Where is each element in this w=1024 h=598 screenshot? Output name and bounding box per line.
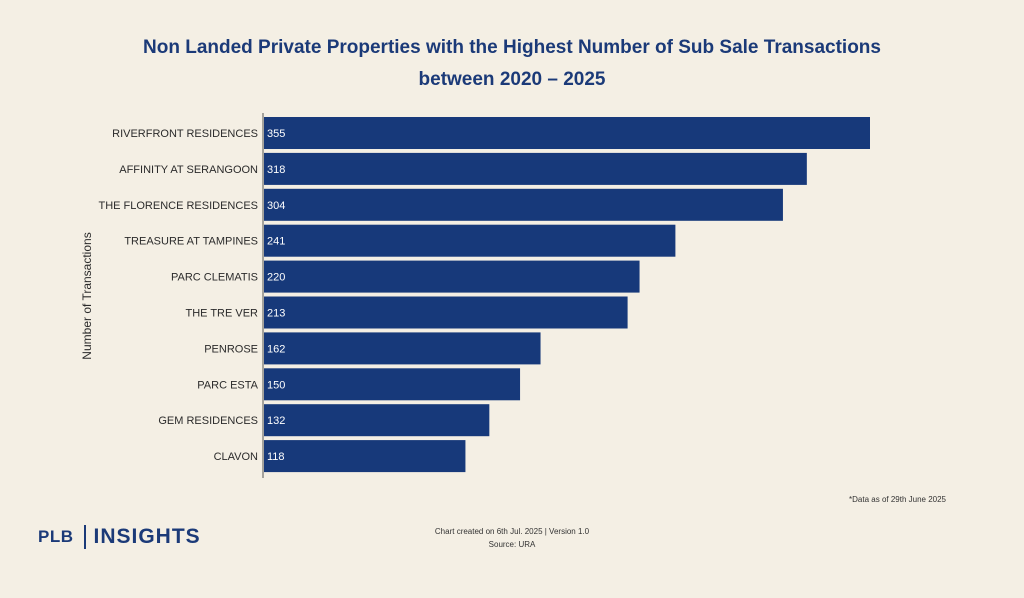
category-label: THE FLORENCE RESIDENCES [98, 200, 258, 212]
bar [264, 332, 541, 365]
bar-value-label: 355 [267, 128, 285, 140]
bar [264, 260, 640, 293]
logo-insights-text: INSIGHTS [93, 525, 201, 548]
bar-value-label: 318 [267, 164, 285, 176]
category-label: PENROSE [204, 343, 258, 355]
bar [264, 296, 628, 329]
bar-value-label: 150 [267, 379, 285, 391]
bar-value-label: 132 [267, 415, 285, 427]
category-label: RIVERFRONT RESIDENCES [112, 128, 258, 140]
logo-plb-text: PLB [38, 527, 74, 546]
bar [264, 404, 490, 437]
category-label: TREASURE AT TAMPINES [124, 236, 258, 248]
category-label: CLAVON [214, 451, 258, 463]
bar [264, 152, 807, 185]
bar-value-label: 118 [267, 451, 285, 463]
category-label: PARC ESTA [197, 379, 258, 391]
category-label: AFFINITY AT SERANGOON [119, 164, 258, 176]
bar-value-label: 213 [267, 308, 285, 320]
bar-value-label: 220 [267, 272, 285, 284]
data-note: *Data as of 29th June 2025 [849, 495, 946, 504]
bar [264, 368, 521, 401]
logo-divider [83, 525, 86, 549]
category-label: GEM RESIDENCES [158, 415, 258, 427]
chart-title-line-2: between 2020 – 2025 [418, 69, 606, 90]
chart-created-text: Chart created on 6th Jul. 2025 | Version… [434, 527, 590, 536]
bar [264, 224, 676, 257]
source-text: Source: URA [488, 540, 536, 549]
bar-value-label: 241 [267, 236, 285, 248]
bar [264, 188, 783, 221]
bar [264, 117, 870, 149]
chart-title-line-1: Non Landed Private Properties with the H… [143, 37, 881, 58]
bar [264, 440, 466, 473]
bar-value-label: 162 [267, 343, 285, 355]
bar-value-label: 304 [267, 200, 285, 212]
category-label: PARC CLEMATIS [171, 272, 258, 284]
y-axis-label: Number of Transactions [80, 232, 94, 360]
plb-insights-logo: PLB INSIGHTS [38, 525, 201, 549]
category-label: THE TRE VER [185, 308, 258, 320]
